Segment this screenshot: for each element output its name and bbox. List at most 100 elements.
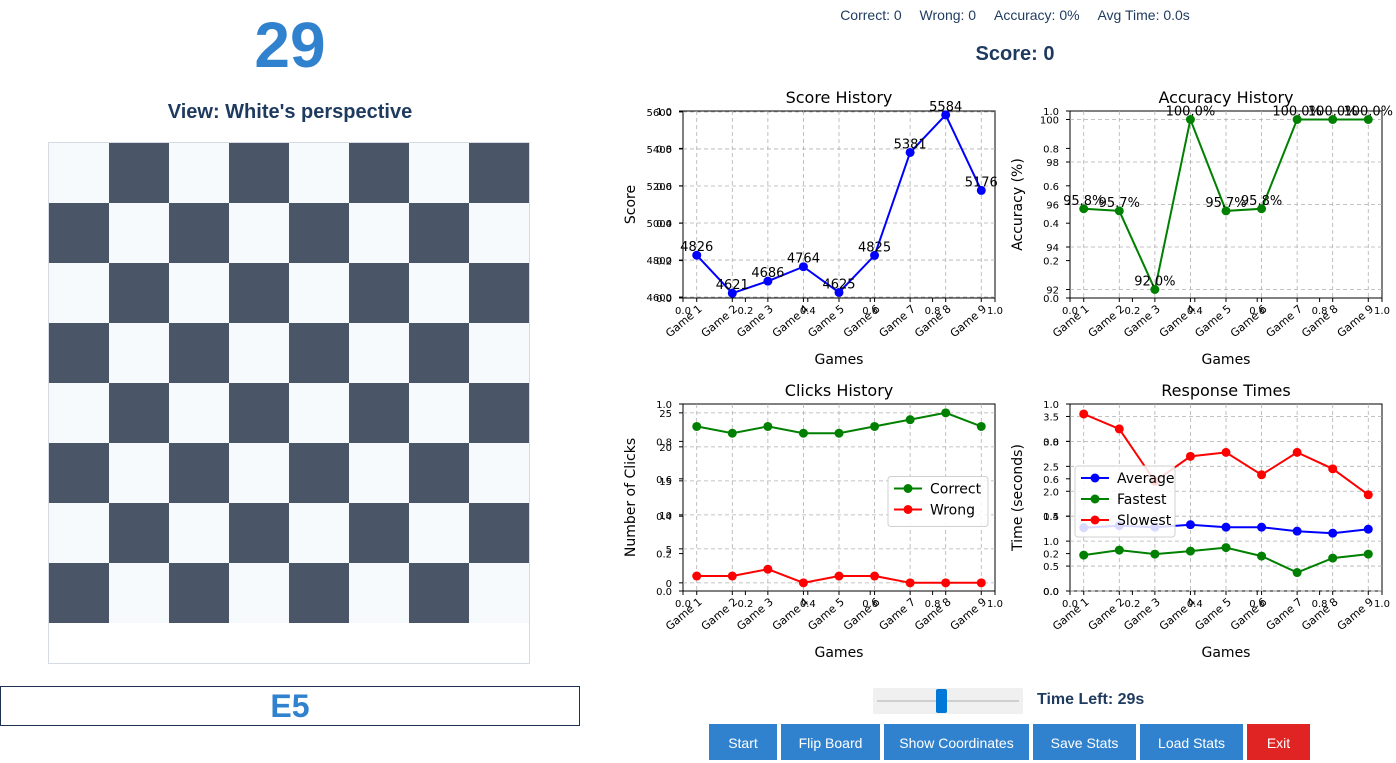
x-tick-label: 0.2 [737, 306, 753, 317]
board-square[interactable] [169, 503, 229, 563]
y-tick-label: 0.4 [1043, 219, 1059, 230]
board-square[interactable] [109, 263, 169, 323]
board-square[interactable] [229, 563, 289, 623]
board-square[interactable] [289, 203, 349, 263]
board-square[interactable] [229, 203, 289, 263]
exit-button[interactable]: Exit [1247, 724, 1310, 760]
data-point [1292, 447, 1302, 457]
board-square[interactable] [169, 143, 229, 203]
board-square[interactable] [409, 323, 469, 383]
board-square[interactable] [289, 263, 349, 323]
board-square[interactable] [49, 203, 109, 263]
x-tick-label: 0.0 [1062, 306, 1078, 317]
board-square[interactable] [289, 143, 349, 203]
board-square[interactable] [289, 323, 349, 383]
category-label: Game 9 [1335, 302, 1376, 340]
chart-title: Score History [786, 88, 893, 107]
save-stats-button[interactable]: Save Stats [1033, 724, 1136, 760]
board-square[interactable] [169, 443, 229, 503]
board-square[interactable] [469, 383, 529, 443]
data-point [1363, 524, 1373, 534]
board-square[interactable] [49, 443, 109, 503]
board-square[interactable] [49, 263, 109, 323]
board-square[interactable] [229, 443, 289, 503]
data-point [798, 262, 808, 272]
y-tick-label: 0.0 [1043, 587, 1059, 598]
board-square[interactable] [229, 323, 289, 383]
board-square[interactable] [409, 383, 469, 443]
board-square[interactable] [169, 323, 229, 383]
board-square[interactable] [109, 563, 169, 623]
board-square[interactable] [109, 443, 169, 503]
board-square[interactable] [109, 323, 169, 383]
board-square[interactable] [49, 503, 109, 563]
data-point [798, 428, 808, 438]
board-square[interactable] [49, 143, 109, 203]
board-square[interactable] [409, 563, 469, 623]
board-square[interactable] [409, 443, 469, 503]
chess-board[interactable] [49, 143, 529, 623]
board-square[interactable] [109, 143, 169, 203]
board-square[interactable] [169, 263, 229, 323]
time-slider-thumb[interactable] [935, 689, 947, 713]
board-square[interactable] [349, 203, 409, 263]
data-point [1328, 553, 1338, 563]
show-coordinates-button[interactable]: Show Coordinates [884, 724, 1029, 760]
x-tick-label: 1.0 [1374, 306, 1390, 317]
board-square[interactable] [49, 563, 109, 623]
category-label: Game 9 [948, 595, 989, 633]
board-square[interactable] [49, 323, 109, 383]
board-square[interactable] [49, 383, 109, 443]
legend-marker [1090, 515, 1100, 525]
board-square[interactable] [349, 563, 409, 623]
board-square[interactable] [229, 503, 289, 563]
data-point [976, 578, 986, 588]
y-tick-label: 1.5 [1043, 512, 1059, 523]
board-square[interactable] [109, 383, 169, 443]
data-point [727, 288, 737, 298]
category-label: Game 4 [770, 302, 811, 340]
board-square[interactable] [349, 143, 409, 203]
board-square[interactable] [169, 383, 229, 443]
board-square[interactable] [229, 383, 289, 443]
y-tick-label: 0.0 [1043, 587, 1059, 598]
data-label: 4826 [680, 240, 713, 255]
board-square[interactable] [409, 143, 469, 203]
board-square[interactable] [469, 323, 529, 383]
board-square[interactable] [349, 503, 409, 563]
board-square[interactable] [409, 203, 469, 263]
board-square[interactable] [469, 203, 529, 263]
x-axis-label: Games [815, 352, 864, 368]
y-tick-label: 0 [666, 579, 672, 590]
board-square[interactable] [109, 503, 169, 563]
board-square[interactable] [229, 143, 289, 203]
x-tick-label: 0.2 [1124, 599, 1140, 610]
board-square[interactable] [169, 203, 229, 263]
board-square[interactable] [349, 323, 409, 383]
board-square[interactable] [229, 263, 289, 323]
board-square[interactable] [469, 263, 529, 323]
board-square[interactable] [349, 383, 409, 443]
flip-board-button[interactable]: Flip Board [781, 724, 880, 760]
y-axis-label: Number of Clicks [623, 438, 639, 557]
board-square[interactable] [109, 203, 169, 263]
board-square[interactable] [469, 443, 529, 503]
time-slider[interactable] [873, 688, 1023, 714]
board-square[interactable] [289, 503, 349, 563]
board-square[interactable] [349, 263, 409, 323]
board-square[interactable] [409, 503, 469, 563]
board-square[interactable] [469, 143, 529, 203]
board-square[interactable] [289, 443, 349, 503]
board-square[interactable] [169, 563, 229, 623]
y-tick-label: 5 [666, 545, 672, 556]
board-square[interactable] [349, 443, 409, 503]
board-square[interactable] [469, 563, 529, 623]
load-stats-button[interactable]: Load Stats [1140, 724, 1243, 760]
board-square[interactable] [289, 383, 349, 443]
start-button[interactable]: Start [709, 724, 777, 760]
data-point [1185, 451, 1195, 461]
board-square[interactable] [409, 263, 469, 323]
score-label: Score: 0 [975, 43, 1055, 65]
board-square[interactable] [469, 503, 529, 563]
board-square[interactable] [289, 563, 349, 623]
